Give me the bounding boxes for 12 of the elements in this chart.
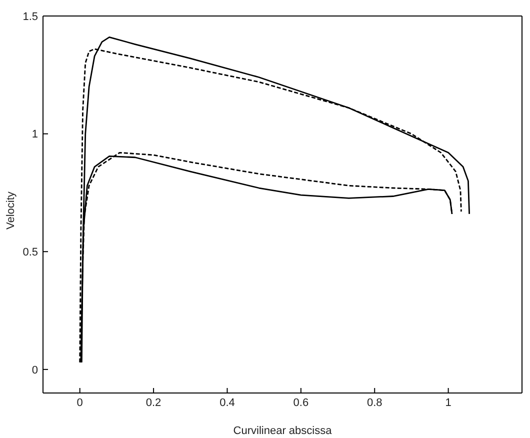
y-tick-label: 1.5: [22, 10, 38, 23]
x-tick-label: 0.4: [220, 396, 235, 409]
y-tick-label: 0: [32, 364, 38, 376]
x-axis-title: Curvilinear abscissa: [233, 425, 333, 437]
x-tick-label: 1: [445, 396, 452, 409]
x-tick-label: 0: [76, 396, 83, 409]
y-tick-label: 0.5: [22, 246, 38, 259]
x-tick-label: 0.2: [146, 396, 162, 409]
y-axis-title: Velocity: [4, 191, 17, 230]
x-tick-label: 0.6: [293, 396, 309, 409]
x-tick-label: 0.8: [366, 396, 382, 409]
y-tick-label: 1: [32, 128, 38, 141]
